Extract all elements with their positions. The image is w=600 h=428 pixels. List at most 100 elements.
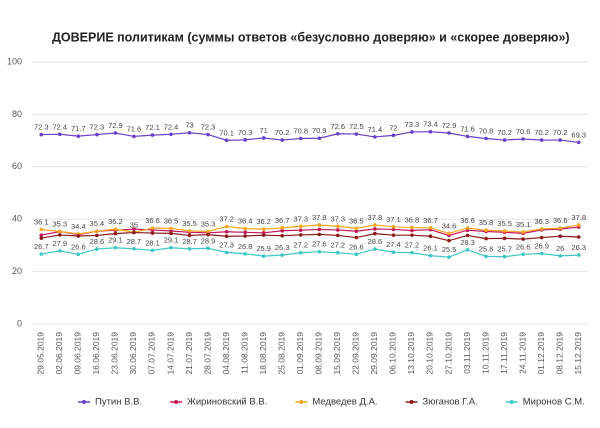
- point: [558, 226, 562, 230]
- x-tick-label: 30.06.2019: [128, 332, 138, 375]
- data-label: 70.3: [238, 128, 253, 137]
- point: [521, 237, 525, 241]
- x-tick-label: 13.10.2019: [406, 332, 416, 375]
- x-tick-label: 25.08.2019: [276, 332, 286, 375]
- point: [502, 254, 507, 259]
- series-line: [41, 226, 579, 237]
- point: [39, 252, 44, 256]
- point: [132, 230, 136, 235]
- y-tick-label: 0: [17, 318, 22, 328]
- point: [391, 250, 396, 255]
- point: [539, 227, 544, 231]
- data-label: 28.6: [90, 237, 105, 246]
- y-tick-label: 80: [12, 109, 22, 119]
- x-tick-label: 28.07.2019: [202, 332, 212, 375]
- point: [410, 250, 414, 255]
- data-label: 72.3: [201, 123, 216, 132]
- data-label: 73.3: [405, 120, 420, 129]
- point: [280, 228, 285, 233]
- point: [298, 224, 303, 229]
- point: [465, 134, 470, 139]
- data-label: 36.6: [460, 216, 475, 225]
- data-label: 26.3: [571, 243, 586, 252]
- data-label: 27.4: [386, 240, 401, 249]
- data-label: 26: [556, 244, 564, 253]
- data-label: 26.6: [71, 242, 86, 251]
- data-label: 36.2: [256, 217, 271, 226]
- point: [132, 134, 136, 139]
- data-label: 37.8: [312, 213, 327, 222]
- point: [150, 133, 155, 137]
- point: [576, 140, 581, 145]
- data-label: 26.9: [534, 242, 549, 251]
- legend-label: Медведев Д.А.: [312, 397, 377, 408]
- point: [539, 251, 544, 256]
- point: [558, 138, 562, 142]
- x-tick-label: 08.09.2019: [314, 332, 324, 375]
- data-label: 35.5: [182, 219, 197, 228]
- data-label: 27.2: [330, 241, 345, 250]
- data-label: 26.3: [275, 243, 290, 252]
- point: [95, 229, 99, 234]
- point: [465, 226, 470, 230]
- point: [391, 233, 396, 237]
- x-tick-label: 22.09.2019: [351, 332, 361, 375]
- point: [298, 136, 303, 141]
- y-tick-label: 20: [12, 266, 22, 276]
- x-tick-label: 06.10.2019: [388, 332, 398, 375]
- data-label: 25.7: [497, 245, 512, 254]
- point: [280, 226, 285, 230]
- data-label: 37.2: [219, 215, 234, 224]
- data-label: 70.2: [534, 128, 549, 137]
- x-tick-label: 03.11.2019: [462, 332, 472, 374]
- point: [206, 132, 210, 137]
- data-label: 28.3: [460, 238, 475, 247]
- point: [576, 223, 581, 227]
- x-tick-label: 01.12.2019: [536, 332, 546, 375]
- x-tick-label: 08.12.2019: [554, 332, 564, 375]
- data-label: 71.7: [71, 124, 86, 133]
- point: [187, 229, 192, 233]
- data-label: 27.2: [293, 241, 308, 250]
- x-tick-label: 27.10.2019: [443, 332, 453, 375]
- data-label: 72.3: [34, 123, 49, 132]
- point: [261, 233, 266, 237]
- data-label: 36.2: [108, 217, 123, 226]
- data-label: 36.5: [349, 216, 364, 225]
- point: [150, 226, 155, 230]
- data-label: 37.8: [368, 213, 383, 222]
- point: [447, 255, 451, 259]
- point: [169, 132, 173, 137]
- point: [298, 250, 303, 255]
- point: [317, 136, 322, 141]
- data-label: 26.6: [516, 242, 531, 251]
- data-label: 29.1: [164, 236, 179, 245]
- data-label: 27.6: [312, 240, 327, 249]
- data-label: 36.6: [145, 216, 160, 225]
- x-tick-label: 10.11.2019: [480, 332, 490, 374]
- data-label: 71.6: [460, 124, 475, 133]
- point: [243, 230, 247, 235]
- point: [261, 136, 266, 140]
- point: [58, 233, 62, 237]
- data-label: 36.8: [405, 216, 420, 225]
- x-tick-label: 24.11.2019: [517, 332, 527, 374]
- data-label: 35.5: [497, 219, 512, 228]
- point: [224, 250, 229, 255]
- x-tick-label: 29.09.2019: [369, 332, 379, 375]
- point: [502, 138, 507, 142]
- point: [539, 235, 544, 240]
- point: [95, 233, 99, 238]
- data-label: 25.9: [256, 244, 271, 253]
- data-label: 28.7: [182, 237, 197, 246]
- point: [298, 233, 303, 237]
- point: [280, 253, 285, 257]
- data-label: 70.9: [312, 126, 327, 135]
- data-label: 27.9: [52, 239, 67, 248]
- point: [410, 228, 414, 233]
- point: [150, 248, 155, 253]
- point: [113, 227, 118, 231]
- point: [336, 233, 340, 238]
- point: [410, 130, 414, 134]
